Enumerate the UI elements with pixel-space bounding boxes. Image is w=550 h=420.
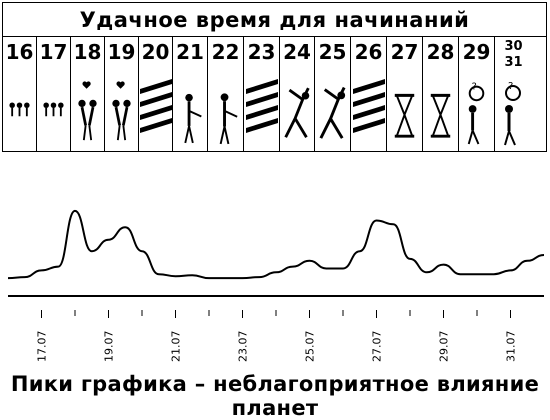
stripe: [245, 79, 278, 94]
handshake-illustration: [184, 93, 202, 144]
stripe: [245, 118, 278, 133]
stripe: [352, 118, 385, 133]
day-number: 17: [39, 40, 68, 64]
day-cell: 27: [387, 37, 423, 151]
day-number: 18: [73, 40, 102, 64]
day-number: 25: [318, 40, 347, 64]
day-number: 16: [5, 40, 34, 64]
x-tick-label: 29.07: [438, 331, 451, 363]
stripe: [352, 105, 385, 120]
day-number: 26: [354, 40, 383, 64]
day-number: 27: [390, 40, 419, 64]
stretching-figure-illustration: [319, 86, 346, 139]
stripe: [352, 79, 385, 94]
stripe: [245, 92, 278, 107]
day-cell: 25: [315, 37, 351, 151]
handshake-illustration: [219, 93, 238, 145]
day-number: 28: [426, 40, 455, 64]
table-title: Удачное время для начинаний: [2, 2, 547, 37]
stripes-icon: [352, 79, 385, 133]
day-cell: 18: [71, 37, 105, 151]
day-illustration: ?: [459, 65, 494, 151]
x-tick-label: 19.07: [103, 331, 116, 363]
x-tick-label: 17.07: [36, 331, 49, 363]
day-cell: 20: [139, 37, 173, 151]
day-cell: 22: [208, 37, 244, 151]
couple-heart-illustration: [78, 81, 97, 141]
hourglass-figures-illustration: [430, 93, 451, 138]
day-illustration: [208, 65, 243, 151]
day-number: 22: [211, 40, 240, 64]
figures-row-illustration: [43, 102, 64, 117]
svg-text:?: ?: [472, 82, 477, 93]
day-cell: 28: [423, 37, 459, 151]
x-tick-label: 31.07: [505, 331, 518, 363]
svg-text:?: ?: [508, 81, 513, 92]
thinking-figure-illustration: ?: [467, 82, 485, 145]
stripes-icon: [139, 79, 172, 133]
day-illustration: [315, 65, 350, 151]
day-number: 30 31: [504, 39, 523, 70]
day-number: 29: [462, 40, 491, 64]
day-cell: 26: [351, 37, 387, 151]
day-cell: 24: [280, 37, 315, 151]
day-cell: 30 31?: [495, 37, 532, 151]
stripes-icon: [245, 79, 278, 133]
day-number: 24: [283, 40, 311, 64]
day-number: 23: [247, 40, 276, 64]
day-cell: 17: [37, 37, 71, 151]
day-illustration: [280, 65, 314, 151]
stripe: [139, 118, 172, 133]
x-tick-label: 23.07: [237, 331, 250, 363]
day-illustration: [71, 65, 104, 151]
figures-row-illustration: [9, 102, 30, 117]
series-line: [7, 209, 545, 280]
day-number: 19: [107, 40, 136, 64]
day-cell: 21: [173, 37, 208, 151]
x-tick-label: 21.07: [170, 331, 183, 363]
stripe: [139, 105, 172, 120]
day-cell: 16: [3, 37, 37, 151]
day-number: 20: [141, 40, 170, 64]
day-illustration: [173, 65, 207, 151]
day-number: 21: [176, 40, 204, 64]
x-tick-label: 25.07: [304, 331, 317, 363]
day-illustration: [3, 65, 36, 151]
chart-caption: Пики графика – неблагоприятное влияние п…: [10, 372, 540, 420]
planetary-influence-chart: 17.07 19.07 21.07 23.07 25.07 27.07 29.07 31.07: [7, 209, 545, 363]
days-row: 16 17 18 19 20 21 22 23 24 25 26 27 28 29? 30 31?: [2, 36, 547, 152]
auspicious-days-table: Удачное время для начинаний 16 17 18 19 20 21…: [2, 2, 547, 152]
stretching-figure-illustration: [284, 87, 310, 139]
x-tick-label: 27.07: [371, 331, 384, 363]
stripe: [139, 92, 172, 107]
day-cell: 19: [105, 37, 139, 151]
stripe: [245, 105, 278, 120]
day-illustration: ?: [495, 65, 532, 151]
day-cell: 23: [244, 37, 280, 151]
day-cell: 29?: [459, 37, 495, 151]
day-illustration: [105, 65, 138, 151]
day-illustration: [423, 65, 458, 151]
hourglass-figures-illustration: [394, 93, 415, 138]
thinking-figure-illustration: ?: [504, 81, 521, 146]
stripe: [139, 79, 172, 94]
day-illustration: [387, 65, 422, 151]
day-illustration: [37, 65, 70, 151]
stripe: [352, 92, 385, 107]
couple-heart-illustration: [112, 81, 131, 141]
